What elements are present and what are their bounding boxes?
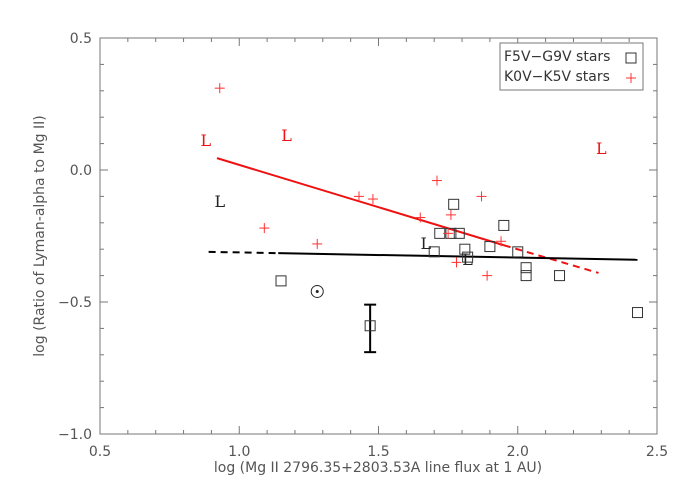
legend-label-f-stars: F5V−G9V stars xyxy=(504,49,610,65)
x-tick-label: 1.5 xyxy=(367,444,389,460)
data-point-plus xyxy=(445,209,456,220)
data-point-plus xyxy=(431,175,442,186)
x-axis-title: log (Mg II 2796.35+2803.53A line flux at… xyxy=(214,460,542,476)
data-point-square xyxy=(275,275,287,287)
data-point-plus xyxy=(443,228,454,239)
data-point-square xyxy=(520,270,532,282)
legend-label-k-stars: K0V−K5V stars xyxy=(504,69,610,85)
data-point-plus xyxy=(476,191,487,202)
fit-line-dashed xyxy=(208,250,279,255)
data-point-square xyxy=(428,246,440,258)
y-tick-label: −1.0 xyxy=(58,427,92,443)
sun-symbol-dot xyxy=(315,289,319,293)
y-tick-label: −0.5 xyxy=(58,295,92,311)
plot-frame xyxy=(99,37,658,435)
legend-box xyxy=(499,42,644,91)
data-point-square xyxy=(512,246,524,258)
plot-area xyxy=(99,37,658,435)
data-point-square xyxy=(448,198,460,210)
annotation-label: L xyxy=(214,192,225,211)
data-point-square xyxy=(484,241,496,253)
data-point-square xyxy=(364,320,376,332)
x-tick-label: 2.0 xyxy=(507,444,529,460)
sun-symbol xyxy=(310,284,324,298)
data-point-plus xyxy=(259,223,270,234)
data-point-square xyxy=(520,262,532,274)
fit-line-solid xyxy=(278,252,638,261)
data-point-plus xyxy=(312,238,323,249)
data-point-square xyxy=(554,270,566,282)
data-point-plus xyxy=(354,191,365,202)
annotation-label: L xyxy=(421,234,432,253)
data-point-square xyxy=(459,243,471,255)
annotation-label: L xyxy=(201,131,212,150)
annotation-label: L xyxy=(462,250,473,269)
data-point-plus xyxy=(367,194,378,205)
y-tick-label: 0.0 xyxy=(70,163,92,179)
annotation-label: L xyxy=(281,126,292,145)
data-point-square xyxy=(453,227,465,239)
x-tick-label: 2.5 xyxy=(646,444,668,460)
data-point-square xyxy=(498,219,510,231)
legend-marker-plus xyxy=(626,73,636,83)
legend-marker-square xyxy=(625,52,637,64)
annotations: L L L L L L xyxy=(201,126,607,269)
fit-line-solid xyxy=(216,157,505,247)
data-point-plus xyxy=(415,212,426,223)
data-point-square xyxy=(632,307,644,319)
data-point-plus xyxy=(451,257,462,268)
x-tick-label: 0.5 xyxy=(89,444,111,460)
data-points xyxy=(214,83,644,332)
axis-ticks: 0.5 1.0 1.5 2.0 2.5 −1.0 −0.5 0.0 0.5 xyxy=(58,31,668,460)
data-point-square xyxy=(462,251,474,263)
fit-lines xyxy=(208,157,638,274)
error-bar-group xyxy=(364,303,377,354)
data-point-plus xyxy=(496,236,507,247)
data-point-plus xyxy=(214,83,225,94)
legend: F5V−G9V stars K0V−K5V stars xyxy=(499,42,644,91)
y-tick-label: 0.5 xyxy=(70,31,92,47)
y-axis-title: log (Ratio of Lyman-alpha to Mg II) xyxy=(32,115,48,356)
annotation-label: L xyxy=(596,139,607,158)
x-tick-label: 1.0 xyxy=(228,444,250,460)
data-point-plus xyxy=(482,270,493,281)
